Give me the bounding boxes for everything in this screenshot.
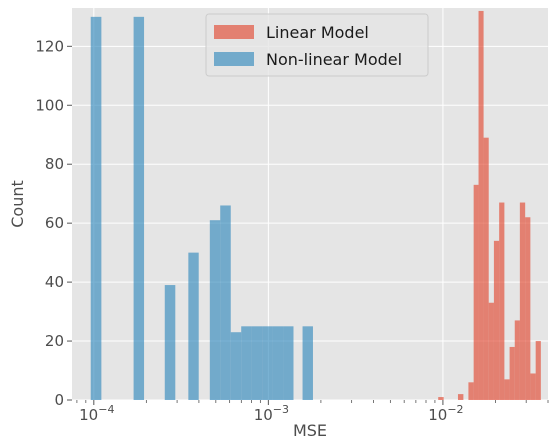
linear-model-bar [468, 382, 474, 400]
linear-model-bar [438, 397, 444, 400]
linear-model-bar [525, 217, 531, 400]
linear-model-bar [488, 302, 494, 400]
non-linear-model-bar [164, 285, 176, 400]
non-linear-model-bar [283, 326, 294, 400]
legend-label: Non-linear Model [266, 50, 402, 69]
legend-box [205, 13, 429, 77]
linear-model-bar [530, 373, 536, 400]
y-tick-label: 60 [45, 214, 64, 232]
non-linear-model-bar [251, 326, 263, 400]
non-linear-model-bar [262, 326, 273, 400]
non-linear-model-bar [230, 332, 242, 400]
legend: Linear Model Non-linear Model [205, 13, 429, 77]
linear-model-bar [504, 379, 510, 400]
non-linear-model-bar [241, 326, 252, 400]
linear-model-bar [499, 202, 505, 400]
linear-model-bar [519, 202, 526, 400]
y-tick-label: 20 [45, 332, 64, 350]
linear-model-bar [535, 341, 541, 400]
legend-swatch [214, 52, 254, 66]
legend-swatch [214, 25, 254, 39]
x-tick-label: 10−3 [254, 403, 289, 424]
y-axis-label: Count [8, 180, 27, 228]
y-tick-label: 40 [45, 273, 64, 291]
histogram-bars [90, 10, 541, 401]
linear-model-bar [493, 240, 500, 400]
linear-model-bar [473, 184, 479, 400]
linear-model-bar [478, 10, 484, 400]
non-linear-model-bar [209, 220, 221, 400]
y-tick-label: 80 [45, 155, 64, 173]
axis-ticks: 0 20 40 60 80 100 120 10−4 10−3 10−2 [35, 37, 549, 424]
linear-model-bar [514, 320, 520, 400]
non-linear-model-bar [188, 252, 199, 400]
legend-label: Linear Model [266, 23, 369, 42]
y-tick-label: 120 [35, 37, 64, 55]
non-linear-model-bar [133, 16, 145, 401]
y-tick-label: 0 [54, 391, 64, 409]
y-tick-label: 100 [35, 96, 64, 114]
x-tick-label: 10−4 [79, 403, 114, 424]
non-linear-model-bar [90, 16, 102, 401]
non-linear-model-bar [272, 326, 284, 400]
non-linear-model-bar [220, 205, 231, 400]
linear-model-bar [457, 394, 464, 400]
linear-model-bar [483, 137, 489, 400]
non-linear-model-bar [302, 326, 313, 400]
x-tick-label: 10−2 [428, 403, 463, 424]
linear-model-bar [509, 346, 515, 400]
x-axis-label: MSE [293, 421, 327, 440]
